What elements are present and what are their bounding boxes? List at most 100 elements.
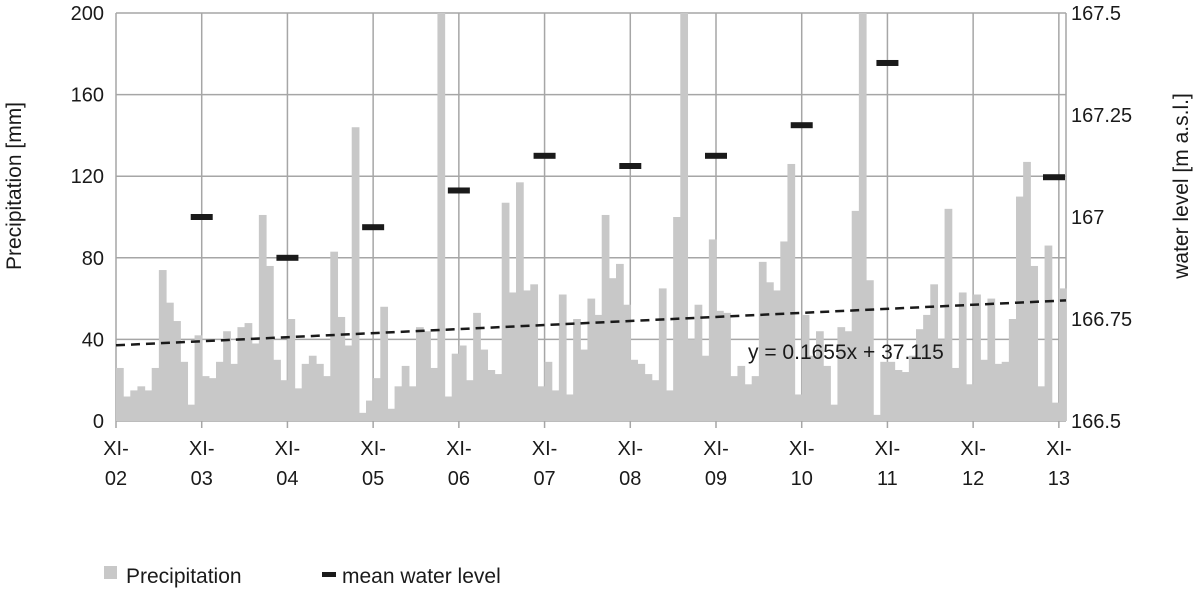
precipitation-bar (458, 345, 467, 421)
x-tick-label-bottom: 11 (877, 468, 898, 490)
precipitation-bar (116, 367, 124, 421)
precipitation-bar (658, 288, 667, 421)
precipitation-bar (894, 370, 903, 421)
precipitation-bar (701, 355, 710, 421)
precipitation-bar (123, 396, 131, 421)
precipitation-bar (873, 414, 881, 421)
precipitation-bar (1044, 245, 1053, 421)
precipitation-bar (616, 263, 624, 421)
precipitation-bar (258, 214, 267, 421)
precipitation-bar (687, 339, 696, 421)
precipitation-bar (923, 314, 931, 421)
precipitation-bar (380, 306, 389, 421)
x-tick-label-top: XI- (189, 438, 215, 460)
x-tick-label-bottom: 07 (533, 468, 555, 490)
precipitation-bar (737, 365, 746, 421)
precipitation-bar (151, 367, 160, 421)
precipitation-bar (766, 282, 774, 421)
left-tick-label: 40 (82, 329, 104, 351)
precipitation-bar (280, 380, 289, 421)
precipitation-bar (337, 316, 346, 421)
precipitation-bar (958, 292, 967, 421)
precipitation-bar (473, 312, 481, 421)
precipitation-bar (916, 329, 924, 421)
x-tick-label-top: XI- (1046, 438, 1072, 460)
precipitation-bar (651, 380, 660, 421)
legend: Precipitation mean water level (104, 565, 501, 588)
precipitation-bar (201, 376, 210, 421)
precipitation-bar (430, 367, 439, 421)
precipitation-bar (830, 404, 839, 421)
legend-water-level-label: mean water level (342, 565, 501, 588)
right-tick-label: 167.25 (1071, 105, 1132, 127)
precipitation-bar (180, 361, 189, 421)
x-tick-label-top: XI- (703, 438, 729, 460)
precipitation-bar (494, 374, 503, 421)
precipitation-bar (794, 394, 803, 421)
water-level-mark (362, 224, 385, 231)
x-tick-label-top: XI- (875, 438, 901, 460)
precipitation-bar (466, 380, 474, 421)
precipitation-bars (116, 13, 1067, 422)
trendline-equation: y = 0.1655x + 37.115 (748, 341, 944, 364)
legend-precipitation-swatch (104, 566, 117, 579)
water-level-mark (447, 187, 470, 194)
precipitation-bar (966, 384, 974, 421)
precipitation-bar (423, 331, 431, 421)
precipitation-bar (144, 390, 153, 421)
precipitation-bar (751, 376, 760, 421)
precipitation-bar (230, 363, 239, 421)
precipitation-bar (344, 345, 353, 421)
precipitation-bar (1058, 288, 1067, 421)
left-tick-label: 120 (71, 166, 104, 188)
precipitation-bar (558, 294, 567, 421)
precipitation-bar (987, 298, 996, 421)
precipitation-bar (1016, 196, 1024, 421)
precipitation-bar (1051, 402, 1060, 421)
left-tick-label: 160 (71, 85, 104, 107)
water-level-mark (876, 59, 899, 66)
precipitation-bar (837, 327, 846, 421)
precipitation-bar (858, 13, 867, 421)
precipitation-bar (844, 331, 853, 421)
precipitation-bar (266, 265, 274, 421)
precipitation-bar (408, 386, 417, 421)
precipitation-bar (601, 214, 610, 421)
right-axis-title: water level [m a.s.l.] (1170, 93, 1193, 280)
precipitation-bar (1037, 386, 1046, 421)
precipitation-bar (294, 388, 303, 421)
precipitation-bar (366, 400, 374, 421)
precipitation-bar (951, 367, 960, 421)
x-tick-label-top: XI- (275, 438, 301, 460)
precipitation-bar (608, 278, 617, 421)
precipitation-bar (273, 359, 281, 421)
precipitation-bar (773, 290, 781, 421)
precipitation-bar (173, 321, 181, 421)
precipitation-bar (223, 331, 231, 421)
legend-precipitation-label: Precipitation (126, 565, 242, 588)
precipitation-bar (437, 13, 446, 421)
precipitation-bar (394, 386, 403, 421)
precipitation-bar (808, 355, 817, 421)
precipitation-bar (187, 404, 196, 421)
precipitation-bar (301, 363, 310, 421)
precipitation-bar (373, 378, 381, 421)
precipitation-bar (501, 202, 510, 421)
precipitation-bar (158, 270, 167, 421)
trendline (115, 299, 1067, 347)
precipitation-bar (694, 304, 703, 421)
precipitation-bar (416, 327, 424, 421)
x-tick-label-bottom: 03 (191, 468, 213, 490)
precipitation-bar (908, 355, 917, 421)
precipitation-bar (251, 343, 260, 421)
water-level-mark (276, 254, 299, 261)
precipitation-bar (330, 251, 339, 421)
precipitation-bar (194, 335, 203, 421)
precipitation-bar (744, 384, 753, 421)
precipitation-bar (716, 310, 724, 421)
x-tick-label-bottom: 09 (705, 468, 727, 490)
right-tick-label: 166.5 (1071, 411, 1121, 433)
precipitation-bar (973, 294, 981, 421)
precipitation-bar (587, 298, 596, 421)
